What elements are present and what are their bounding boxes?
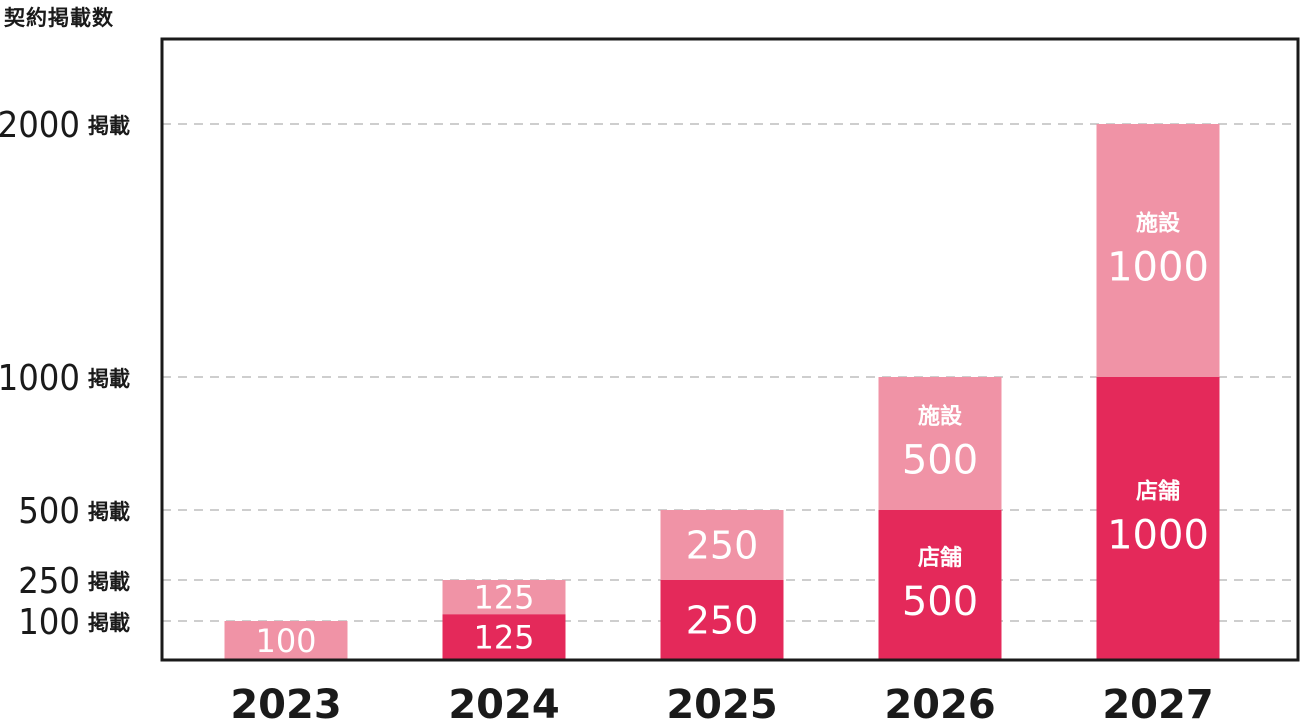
x-tick-label: 2026: [884, 682, 995, 722]
x-tick-label: 2024: [448, 682, 559, 722]
value-label: 店舗 500: [902, 545, 978, 625]
bar-segment: [660, 580, 784, 660]
bar-segment: [1096, 377, 1220, 660]
y-tick-label: 250: [18, 561, 80, 602]
value-label: 施設 500: [902, 404, 978, 484]
bar-segment: [442, 580, 566, 615]
bar-segment: [1096, 124, 1220, 377]
x-tick-labels: 2023 2024 2025 2026 2027: [230, 682, 1213, 722]
value-label: 125: [473, 579, 534, 617]
value-label: 250: [686, 599, 759, 643]
y-axis-title: 契約掲載数: [4, 6, 114, 30]
y-tick-unit: 掲載: [88, 367, 130, 391]
bar-segment: [878, 510, 1002, 660]
plot-frame: [160, 37, 1300, 662]
y-tick-unit: 掲載: [88, 500, 130, 524]
y-tick-unit: 掲載: [88, 570, 130, 594]
bars: 125 250 店舗 500 店舗 1000 100 125 250 施設 500 施設 1000: [224, 124, 1220, 660]
y-tick-label: 1000: [0, 358, 80, 399]
y-tick-label: 2000: [0, 105, 80, 146]
bar-segment: [660, 510, 784, 580]
x-tick-label: 2025: [666, 682, 777, 722]
value-label: 125: [473, 619, 534, 657]
y-tick-label: 500: [18, 491, 80, 532]
y-tick-label: 100: [18, 602, 80, 643]
y-tick-labels: 100 掲載 250 掲載 500 掲載 1000 掲載 2000 掲載: [0, 105, 130, 643]
value-label: 施設 1000: [1107, 211, 1209, 291]
value-label: 店舗 1000: [1107, 479, 1209, 559]
value-label: 250: [686, 524, 759, 568]
y-tick-unit: 掲載: [88, 114, 130, 138]
x-tick-label: 2027: [1102, 682, 1213, 722]
bar-segment: [224, 621, 348, 660]
bar-segment: [878, 377, 1002, 510]
value-label: 100: [255, 622, 316, 660]
y-tick-unit: 掲載: [88, 611, 130, 635]
bar-segment: [442, 614, 566, 660]
x-tick-label: 2023: [230, 682, 341, 722]
